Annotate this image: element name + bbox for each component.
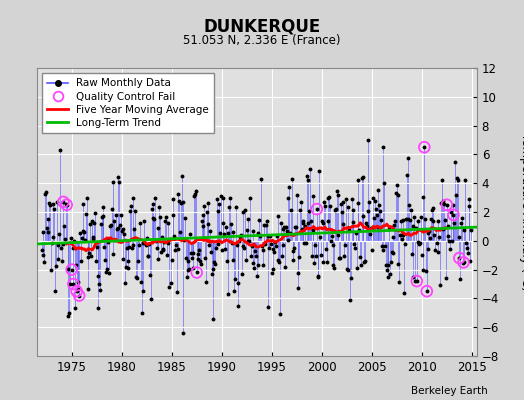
Point xyxy=(412,278,421,284)
Point xyxy=(62,202,71,208)
Y-axis label: Temperature Anomaly (°C): Temperature Anomaly (°C) xyxy=(519,133,524,291)
Text: Berkeley Earth: Berkeley Earth xyxy=(411,386,487,396)
Point xyxy=(313,206,321,212)
Point xyxy=(192,269,201,276)
Point xyxy=(460,259,468,266)
Point xyxy=(455,255,464,261)
Point xyxy=(420,144,429,150)
Point xyxy=(423,288,431,294)
Point xyxy=(443,202,451,208)
Point xyxy=(69,281,78,287)
Legend: Raw Monthly Data, Quality Control Fail, Five Year Moving Average, Long-Term Tren: Raw Monthly Data, Quality Control Fail, … xyxy=(42,73,214,133)
Point xyxy=(59,199,68,205)
Point xyxy=(75,292,83,299)
Text: DUNKERQUE: DUNKERQUE xyxy=(203,18,321,36)
Point xyxy=(72,288,81,294)
Point xyxy=(449,212,457,218)
Point xyxy=(68,266,76,273)
Text: 51.053 N, 2.336 E (France): 51.053 N, 2.336 E (France) xyxy=(183,34,341,47)
